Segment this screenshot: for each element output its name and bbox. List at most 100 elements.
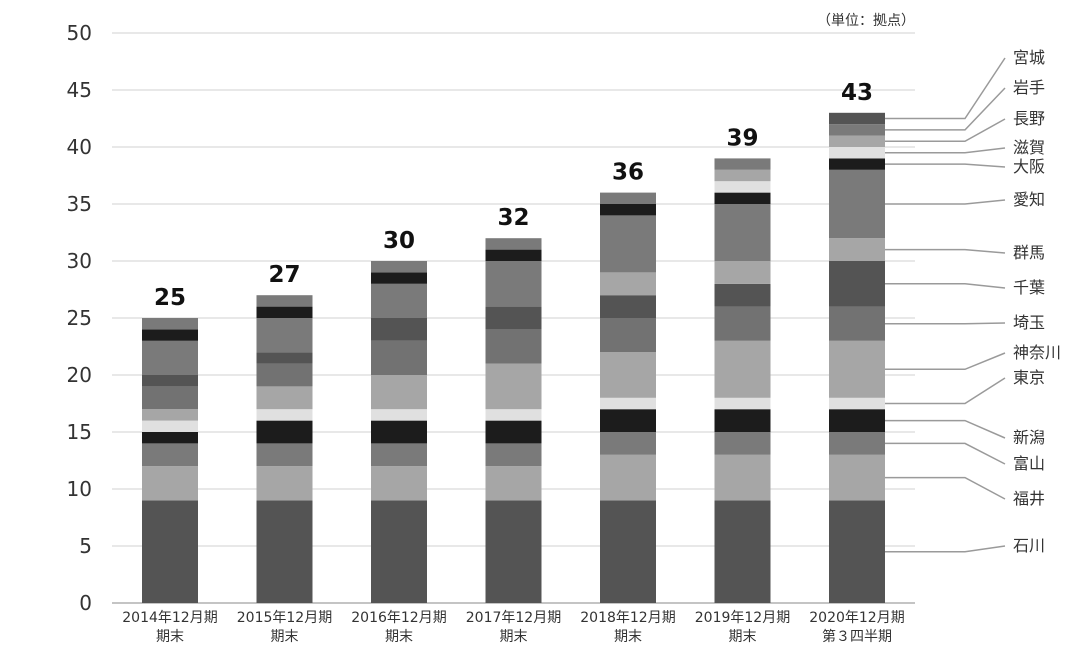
bar-segment bbox=[142, 340, 198, 375]
legend-label: 石川 bbox=[1013, 536, 1045, 555]
bar-segment bbox=[829, 147, 885, 159]
bar-segment bbox=[256, 443, 313, 467]
bar-segment bbox=[371, 443, 427, 467]
bar-segment bbox=[829, 397, 885, 410]
legend-leader-line bbox=[885, 87, 1006, 131]
x-tick-label: 期末 bbox=[500, 629, 528, 645]
legend-leader-line bbox=[885, 163, 1006, 168]
bar-segment bbox=[371, 420, 427, 444]
x-tick-label: 2015年12月期 bbox=[237, 610, 332, 626]
bar-segment bbox=[714, 340, 771, 398]
y-tick-label: 10 bbox=[67, 477, 92, 501]
x-tick-label: 第３四半期 bbox=[822, 628, 892, 645]
bar-segment bbox=[714, 409, 771, 432]
bar-segment bbox=[829, 158, 885, 170]
legend-label: 東京 bbox=[1013, 368, 1045, 387]
bar-segment bbox=[485, 238, 542, 250]
bar-segment bbox=[142, 375, 198, 387]
bar-segment bbox=[371, 261, 427, 273]
legend-leader-line bbox=[885, 147, 1006, 154]
y-tick-label: 35 bbox=[67, 192, 92, 216]
legend-leader-line bbox=[885, 199, 1006, 205]
total-label: 43 bbox=[841, 80, 873, 106]
legend-label: 埼玉 bbox=[1013, 313, 1045, 332]
bar-segment bbox=[714, 454, 771, 501]
bar-segment bbox=[142, 386, 198, 410]
bar-segment bbox=[714, 169, 771, 182]
x-tick-label: 2019年12月期 bbox=[695, 610, 790, 626]
unit-note: （単位：拠点） bbox=[817, 13, 915, 29]
bar-segment bbox=[371, 318, 427, 341]
bar-segment bbox=[371, 409, 427, 421]
bar-segment bbox=[600, 409, 656, 432]
bar-segment bbox=[714, 306, 771, 341]
bar-segment bbox=[829, 261, 885, 307]
bar-segment bbox=[600, 215, 656, 273]
bar-segment bbox=[829, 135, 885, 147]
x-tick-label: 期末 bbox=[271, 629, 299, 645]
bar-segment bbox=[600, 192, 656, 204]
bar-segment bbox=[600, 432, 656, 455]
bar-segment bbox=[829, 454, 885, 501]
x-tick-label: 2017年12月期 bbox=[466, 610, 561, 626]
bar-segment bbox=[256, 466, 313, 501]
bar-segment bbox=[600, 397, 656, 410]
legend-leader-line bbox=[885, 476, 1006, 500]
y-tick-label: 30 bbox=[67, 249, 92, 273]
legend-leader-line bbox=[885, 545, 1006, 553]
y-tick-label: 40 bbox=[67, 135, 92, 159]
bar-segment bbox=[256, 500, 313, 603]
bar-segment bbox=[485, 466, 542, 501]
bar-segment bbox=[829, 238, 885, 261]
legend-leader-line bbox=[885, 352, 1006, 371]
y-tick-label: 15 bbox=[67, 420, 92, 444]
bar-segment bbox=[829, 112, 885, 125]
x-tick-label: 2018年12月期 bbox=[580, 610, 675, 626]
bar-segment bbox=[714, 192, 771, 204]
bar-segment bbox=[371, 283, 427, 318]
x-tick-label: 期末 bbox=[614, 629, 642, 645]
total-label: 32 bbox=[497, 205, 529, 231]
bar-segment bbox=[485, 409, 542, 421]
bar-segment bbox=[371, 272, 427, 284]
bar-segment bbox=[829, 409, 885, 432]
y-tick-label: 5 bbox=[79, 534, 92, 558]
legend-leader-line bbox=[885, 442, 1006, 465]
bar-segment bbox=[371, 500, 427, 603]
bar-segment bbox=[714, 204, 771, 261]
total-labels: 25 27 30 32 36 39 43 bbox=[154, 80, 873, 311]
bar-segment bbox=[256, 420, 313, 444]
legend-label: 宮城 bbox=[1013, 48, 1045, 67]
x-tick-label: 2016年12月期 bbox=[351, 610, 446, 626]
bar-segment bbox=[485, 249, 542, 261]
bar-segment bbox=[256, 352, 313, 364]
bars bbox=[142, 112, 885, 603]
legend-leader-line bbox=[885, 283, 1006, 289]
bar-segment bbox=[600, 204, 656, 216]
bar-segment bbox=[829, 124, 885, 136]
legend-label: 岩手 bbox=[1013, 78, 1045, 97]
total-label: 30 bbox=[383, 228, 415, 254]
y-axis: 0 5 10 15 20 25 30 35 40 45 50 bbox=[67, 21, 92, 615]
legend-label: 群馬 bbox=[1013, 243, 1045, 262]
bar-segment bbox=[714, 397, 771, 410]
legend-label: 福井 bbox=[1013, 489, 1045, 508]
bar-segment bbox=[829, 432, 885, 455]
bar-segment bbox=[714, 158, 771, 170]
x-tick-label: 期末 bbox=[729, 629, 757, 645]
bar-segment bbox=[256, 318, 313, 353]
legend-label: 長野 bbox=[1013, 109, 1045, 128]
bar-segment bbox=[142, 409, 198, 421]
x-tick-label: 2014年12月期 bbox=[122, 610, 217, 626]
bar-segment bbox=[256, 386, 313, 410]
bar-segment bbox=[142, 318, 198, 330]
x-tick-label: 期末 bbox=[385, 629, 413, 645]
bar-segment bbox=[829, 169, 885, 239]
legend-label: 滋賀 bbox=[1013, 138, 1045, 157]
legend-leader-line bbox=[885, 322, 1006, 325]
bar-segment bbox=[256, 363, 313, 387]
y-tick-label: 25 bbox=[67, 306, 92, 330]
bar-segment bbox=[142, 443, 198, 467]
